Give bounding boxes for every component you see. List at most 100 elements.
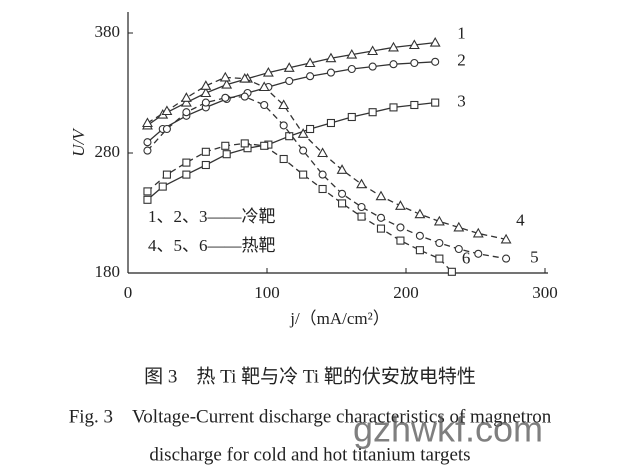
marker <box>299 170 308 179</box>
marker <box>431 98 440 107</box>
marker <box>262 66 274 77</box>
marker <box>143 146 152 155</box>
marker <box>299 146 308 155</box>
watermark: gzhwkf.com <box>353 409 543 450</box>
series-line <box>147 142 453 273</box>
y-tick-label: 180 <box>95 262 121 281</box>
marker <box>338 199 347 208</box>
marker <box>500 233 512 244</box>
marker <box>158 182 167 191</box>
marker <box>180 92 192 102</box>
marker <box>326 118 335 128</box>
marker <box>338 189 347 198</box>
series-line <box>147 61 436 143</box>
marker <box>357 202 366 212</box>
marker <box>258 81 270 92</box>
marker <box>162 170 171 179</box>
marker <box>283 62 295 72</box>
marker <box>161 105 173 116</box>
marker <box>240 92 249 101</box>
marker <box>143 187 152 196</box>
legend-text: 4、5、6——热靶 <box>148 236 276 255</box>
marker <box>336 164 348 174</box>
marker <box>431 57 440 66</box>
caption: discharge for cold and hot titanium targ… <box>149 444 470 465</box>
marker <box>278 99 290 110</box>
marker <box>182 158 191 167</box>
y-axis-label: U/V <box>69 127 88 157</box>
series-label: 6 <box>462 249 471 268</box>
marker <box>180 96 192 107</box>
marker <box>389 103 398 112</box>
marker <box>162 124 171 134</box>
marker <box>201 98 210 107</box>
marker <box>200 80 212 90</box>
marker <box>201 147 210 156</box>
marker <box>367 45 379 56</box>
marker <box>368 62 377 71</box>
y-tick-label: 280 <box>95 142 121 161</box>
x-tick-label: 0 <box>124 283 133 302</box>
marker <box>435 254 444 263</box>
marker <box>396 223 405 232</box>
marker <box>279 154 288 164</box>
marker <box>182 170 191 179</box>
marker <box>368 108 377 117</box>
marker <box>221 93 230 102</box>
marker <box>317 147 329 158</box>
marker <box>285 76 294 86</box>
marker <box>222 150 231 159</box>
marker <box>356 178 367 189</box>
legend-text: 1、2、3——冷靶 <box>148 207 276 226</box>
marker <box>357 212 366 221</box>
marker <box>279 121 288 130</box>
x-tick-label: 300 <box>532 283 558 302</box>
y-tick-label: 380 <box>95 22 121 41</box>
marker <box>474 249 483 258</box>
marker <box>143 138 152 147</box>
marker <box>285 132 294 141</box>
marker <box>415 231 424 240</box>
caption: Fig. 3 Voltage-Current discharge charact… <box>69 406 552 427</box>
marker <box>318 184 327 194</box>
x-tick-label: 200 <box>393 283 419 302</box>
marker <box>143 195 152 204</box>
marker <box>260 100 269 110</box>
marker <box>396 236 405 245</box>
x-tick-label: 100 <box>254 283 280 302</box>
x-axis-label: j/（mA/cm²） <box>289 309 390 328</box>
marker <box>142 117 153 128</box>
marker <box>306 124 315 134</box>
marker <box>347 64 356 74</box>
series-line <box>146 95 507 260</box>
caption: 图 3 热 Ti 靶与冷 Ti 靶的伏安放电特性 <box>144 365 476 387</box>
marker <box>429 36 441 47</box>
marker <box>260 141 269 150</box>
marker <box>454 244 463 254</box>
marker <box>414 208 426 219</box>
marker <box>219 71 231 82</box>
marker <box>388 41 399 52</box>
marker <box>472 227 484 238</box>
marker <box>447 267 456 276</box>
marker <box>376 224 386 233</box>
marker <box>221 141 230 150</box>
marker <box>306 72 315 81</box>
marker <box>318 170 327 179</box>
marker <box>433 215 445 226</box>
marker <box>240 139 249 148</box>
marker <box>325 52 337 63</box>
marker <box>376 213 386 222</box>
series-label: 2 <box>457 51 466 70</box>
marker <box>502 254 511 263</box>
marker <box>408 39 420 50</box>
marker <box>347 112 356 122</box>
marker <box>326 68 335 77</box>
marker <box>375 190 387 201</box>
marker <box>389 60 398 69</box>
marker <box>435 238 444 248</box>
marker <box>453 221 465 232</box>
marker <box>239 72 251 83</box>
marker <box>182 108 191 117</box>
